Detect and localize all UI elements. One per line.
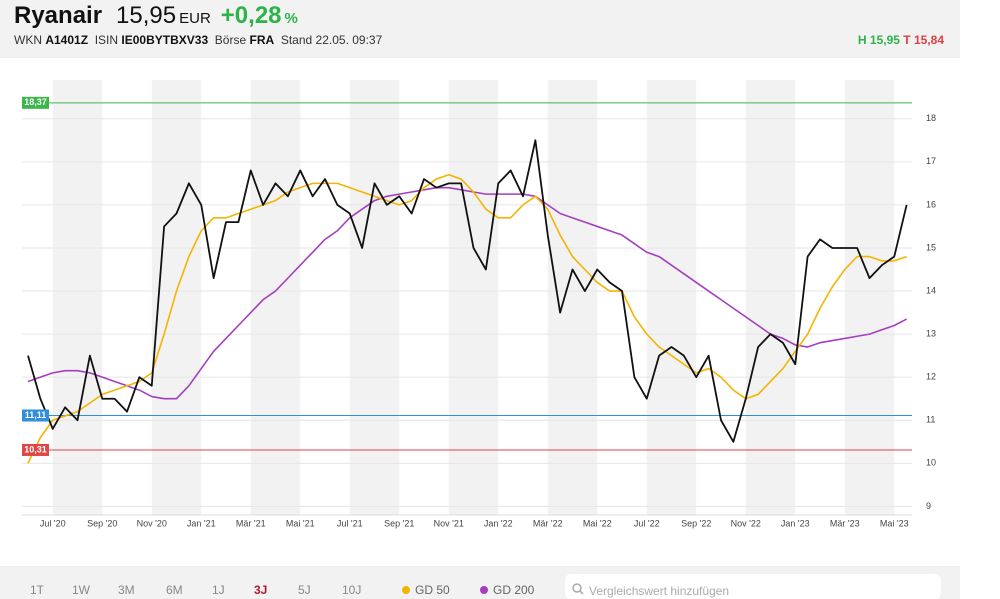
- x-tick-label: Jul '20: [40, 518, 66, 528]
- legend-item: GD 50: [402, 583, 450, 597]
- x-tick-label: Nov '22: [731, 518, 761, 528]
- reference-tag: [22, 96, 49, 109]
- x-tick-label: Jan '22: [484, 518, 513, 528]
- x-tick-label: Mär '21: [236, 518, 266, 528]
- x-tick-label: Mai '22: [583, 518, 612, 528]
- low: T 15,84: [903, 33, 944, 47]
- x-tick-label: Sep '21: [384, 518, 414, 528]
- x-tick-label: Sep '22: [681, 518, 711, 528]
- high-low: H 15,95 T 15,84: [858, 33, 944, 47]
- search-icon: [572, 583, 584, 595]
- band: [547, 80, 598, 515]
- band: [250, 80, 301, 515]
- x-tick-label: Jan '21: [187, 518, 216, 528]
- reference-label: 11,11: [25, 410, 47, 420]
- label: WKN: [14, 33, 42, 47]
- range-button[interactable]: 6M: [166, 583, 183, 597]
- header: Ryanair 15,95 EUR +0,28% WKN A1401Z ISIN IE…: [0, 0, 960, 58]
- high: H 15,95: [857, 33, 900, 47]
- reference-tag: [22, 409, 49, 422]
- range-button[interactable]: 3M: [118, 583, 135, 597]
- price: 15,95: [116, 2, 177, 29]
- y-tick-label: 11: [926, 415, 935, 425]
- y-tick-label: 13: [926, 328, 936, 338]
- range-button[interactable]: 1J: [212, 583, 225, 597]
- x-tick-label: Mär '23: [830, 518, 860, 528]
- range-button[interactable]: 3J: [254, 583, 268, 597]
- x-tick-label: Jul '22: [634, 518, 660, 528]
- legend-label: GD 50: [415, 583, 450, 597]
- currency: EUR: [179, 10, 211, 27]
- series-line: [27, 186, 907, 400]
- y-tick-label: 14: [926, 285, 936, 295]
- controls: Vergleichswert hinzufügen 1T 1W 3M 6M 1J 3J 5J…: [0, 566, 960, 599]
- band: [448, 80, 499, 515]
- title-row: Ryanair 15,95 EUR +0,28%: [14, 2, 298, 30]
- legend-swatch: [480, 586, 488, 594]
- y-tick-label: 15: [926, 242, 936, 252]
- exchange: FRA: [249, 33, 275, 47]
- y-tick-label: 18: [926, 113, 936, 123]
- y-tick-label: 16: [926, 199, 936, 209]
- x-tick-label: Nov '20: [137, 518, 167, 528]
- band: [844, 80, 895, 515]
- y-tick-label: 17: [926, 156, 936, 166]
- range-button[interactable]: 1W: [72, 583, 90, 597]
- reference-tag: [22, 443, 49, 456]
- info-row: WKN A1401Z ISIN IE00BYTBXV33 Börse FRA S…: [14, 33, 382, 47]
- search-box[interactable]: Vergleichswert hinzufügen: [565, 574, 941, 599]
- x-tick-label: Nov '21: [434, 518, 464, 528]
- legend-item: GD 200: [480, 583, 534, 597]
- range-button[interactable]: 1T: [30, 583, 45, 597]
- x-tick-label: Mär '22: [533, 518, 563, 528]
- legend-label: GD 200: [493, 583, 535, 597]
- reference-label: 10,31: [24, 444, 47, 454]
- x-tick-label: Mai '21: [286, 518, 315, 528]
- wkn: A1401Z: [45, 33, 89, 47]
- x-tick-label: Jan '23: [781, 518, 810, 528]
- search-placeholder: Vergleichswert hinzufügen: [589, 584, 730, 598]
- range-button[interactable]: 5J: [298, 583, 311, 597]
- series-line: [27, 139, 908, 443]
- band: [349, 80, 400, 515]
- band: [745, 80, 796, 515]
- change: +0,28: [220, 2, 282, 29]
- y-tick-label: 12: [926, 372, 936, 382]
- y-tick-label: 9: [926, 501, 931, 511]
- band: [151, 80, 202, 515]
- series-line: [27, 173, 907, 464]
- chart: 9 10 11 12 13 14 15 16 17 18 Jul '20 Sep '20 Nov '20…: [22, 80, 936, 528]
- label: ISIN: [94, 33, 119, 47]
- change-unit: %: [284, 10, 298, 27]
- x-tick-label: Jul '21: [337, 518, 363, 528]
- isin: IE00BYTBXV33: [121, 33, 209, 47]
- stock-name: Ryanair: [14, 2, 103, 29]
- y-tick-label: 10: [926, 458, 936, 468]
- x-tick-label: Mai '23: [880, 518, 909, 528]
- reference-label: 18,37: [24, 97, 47, 107]
- stand: Stand 22.05. 09:37: [280, 33, 383, 47]
- range-button[interactable]: 10J: [342, 583, 362, 597]
- x-tick-label: Sep '20: [87, 518, 117, 528]
- label: Börse: [214, 33, 247, 47]
- legend-swatch: [402, 586, 410, 594]
- band: [646, 80, 697, 515]
- band: [52, 80, 103, 515]
